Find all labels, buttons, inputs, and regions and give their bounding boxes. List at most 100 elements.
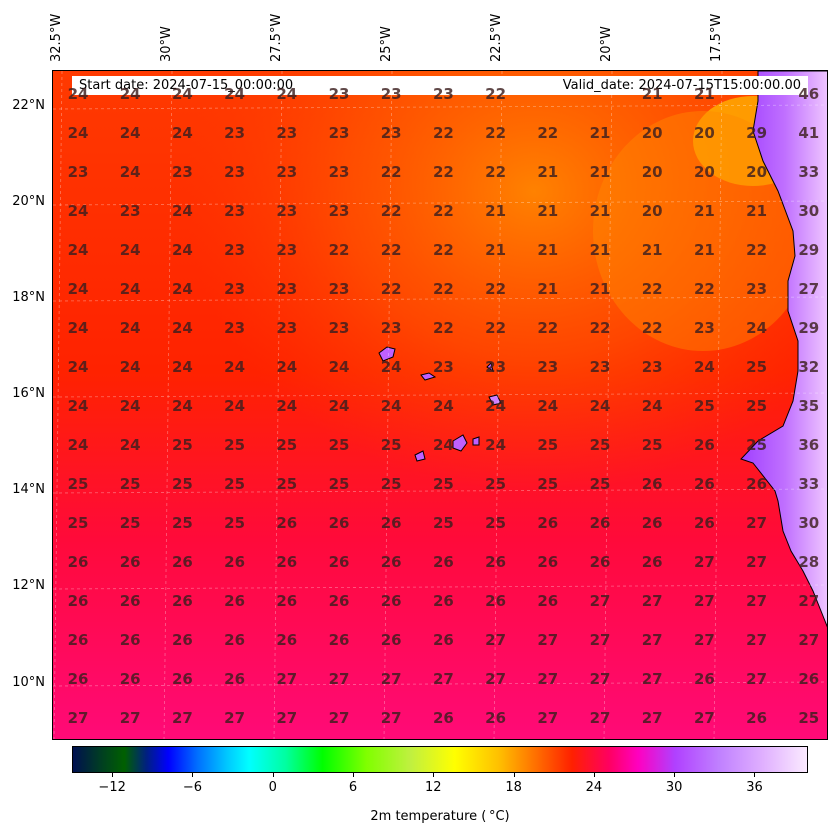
grid-value: 26: [119, 553, 141, 571]
colorbar-title: 2m temperature ( °C): [370, 809, 510, 824]
island: [452, 434, 468, 452]
grid-value: 22: [380, 163, 402, 181]
grid-value: 23: [224, 202, 246, 220]
grid-value: 26: [798, 670, 820, 688]
grid-value: 23: [380, 124, 402, 142]
longitude-label: 30°W: [159, 26, 174, 62]
colorbar: [72, 746, 808, 773]
grid-value: 27: [67, 709, 89, 727]
grid-value: 26: [119, 592, 141, 610]
grid-value: 26: [380, 631, 402, 649]
grid-value: 21: [641, 241, 663, 259]
grid-value: 24: [67, 202, 89, 220]
grid-value: 25: [276, 436, 298, 454]
grid-value: 29: [798, 319, 820, 337]
grid-value: 24: [67, 436, 89, 454]
grid-value: 22: [380, 241, 402, 259]
grid-value: 22: [485, 163, 507, 181]
grid-value: 28: [798, 553, 820, 571]
grid-value: 20: [746, 163, 768, 181]
grid-value: 26: [276, 553, 298, 571]
grid-value: 21: [537, 163, 559, 181]
grid-value: 27: [798, 592, 820, 610]
grid-value: 24: [224, 85, 246, 103]
coastal-orange-zone: [593, 111, 813, 351]
grid-value: 23: [276, 241, 298, 259]
grid-value: 24: [485, 397, 507, 415]
grid-value: 24: [224, 358, 246, 376]
grid-value: 21: [485, 202, 507, 220]
grid-value: 24: [119, 280, 141, 298]
island: [486, 362, 494, 373]
grid-value: 25: [276, 475, 298, 493]
grid-value: 24: [276, 358, 298, 376]
grid-value: 21: [589, 124, 611, 142]
grid-value: 27: [693, 631, 715, 649]
grid-value: 24: [119, 124, 141, 142]
grid-value: 21: [589, 202, 611, 220]
meridian-line: [383, 71, 393, 739]
colorbar-tick-label: 30: [665, 780, 683, 795]
grid-value: 26: [693, 475, 715, 493]
grid-value: 27: [380, 709, 402, 727]
grid-value: 23: [276, 124, 298, 142]
grid-value: 24: [537, 397, 559, 415]
grid-value: 23: [432, 85, 454, 103]
grid-value: 24: [746, 319, 768, 337]
grid-value: 27: [485, 631, 507, 649]
grid-value: 24: [224, 397, 246, 415]
grid-value: 33: [798, 475, 820, 493]
grid-value: 22: [485, 124, 507, 142]
grid-value: 22: [485, 85, 507, 103]
grid-value: 23: [276, 163, 298, 181]
grid-value: 22: [380, 202, 402, 220]
grid-value: 25: [537, 475, 559, 493]
grid-value: 22: [380, 280, 402, 298]
grid-value: 25: [589, 475, 611, 493]
grid-value: 26: [432, 553, 454, 571]
grid-value: 25: [171, 475, 193, 493]
meridian-line: [603, 71, 613, 739]
grid-value: 27: [641, 631, 663, 649]
colorbar-tick: [192, 773, 194, 777]
grid-value: 25: [380, 436, 402, 454]
meridian-line: [53, 71, 63, 739]
grid-value: 24: [171, 124, 193, 142]
grid-value: 26: [693, 670, 715, 688]
grid-value: 27: [641, 670, 663, 688]
longitude-label: 27.5°W: [269, 13, 284, 62]
grid-value: 26: [641, 475, 663, 493]
grid-value: 46: [798, 85, 820, 103]
grid-value: 25: [432, 475, 454, 493]
grid-value: 23: [224, 241, 246, 259]
grid-value: 26: [589, 514, 611, 532]
grid-value: 21: [589, 163, 611, 181]
grid-value: 25: [746, 397, 768, 415]
grid-value: 24: [119, 241, 141, 259]
grid-value: 26: [693, 436, 715, 454]
island: [472, 436, 480, 446]
grid-value: 24: [119, 319, 141, 337]
grid-value: 26: [380, 514, 402, 532]
grid-value: 23: [224, 163, 246, 181]
african-coast-land: [740, 71, 827, 628]
grid-value: 20: [693, 124, 715, 142]
grid-value: 27: [641, 709, 663, 727]
grid-value: 24: [119, 85, 141, 103]
grid-value: 30: [798, 202, 820, 220]
grid-value: 23: [224, 280, 246, 298]
grid-value: 20: [693, 163, 715, 181]
grid-value: 23: [276, 319, 298, 337]
latitude-label: 12°N: [12, 578, 45, 593]
grid-value: 26: [171, 592, 193, 610]
start-date-label: Start date: 2024-07-15_00:00:00: [79, 78, 294, 93]
grid-value: 25: [119, 475, 141, 493]
grid-value: 26: [537, 592, 559, 610]
grid-value: 25: [119, 514, 141, 532]
grid-value: 25: [328, 436, 350, 454]
grid-value: 25: [485, 475, 507, 493]
grid-value: 22: [641, 280, 663, 298]
grid-value: 22: [432, 319, 454, 337]
grid-value: 24: [171, 397, 193, 415]
grid-value: 23: [380, 85, 402, 103]
